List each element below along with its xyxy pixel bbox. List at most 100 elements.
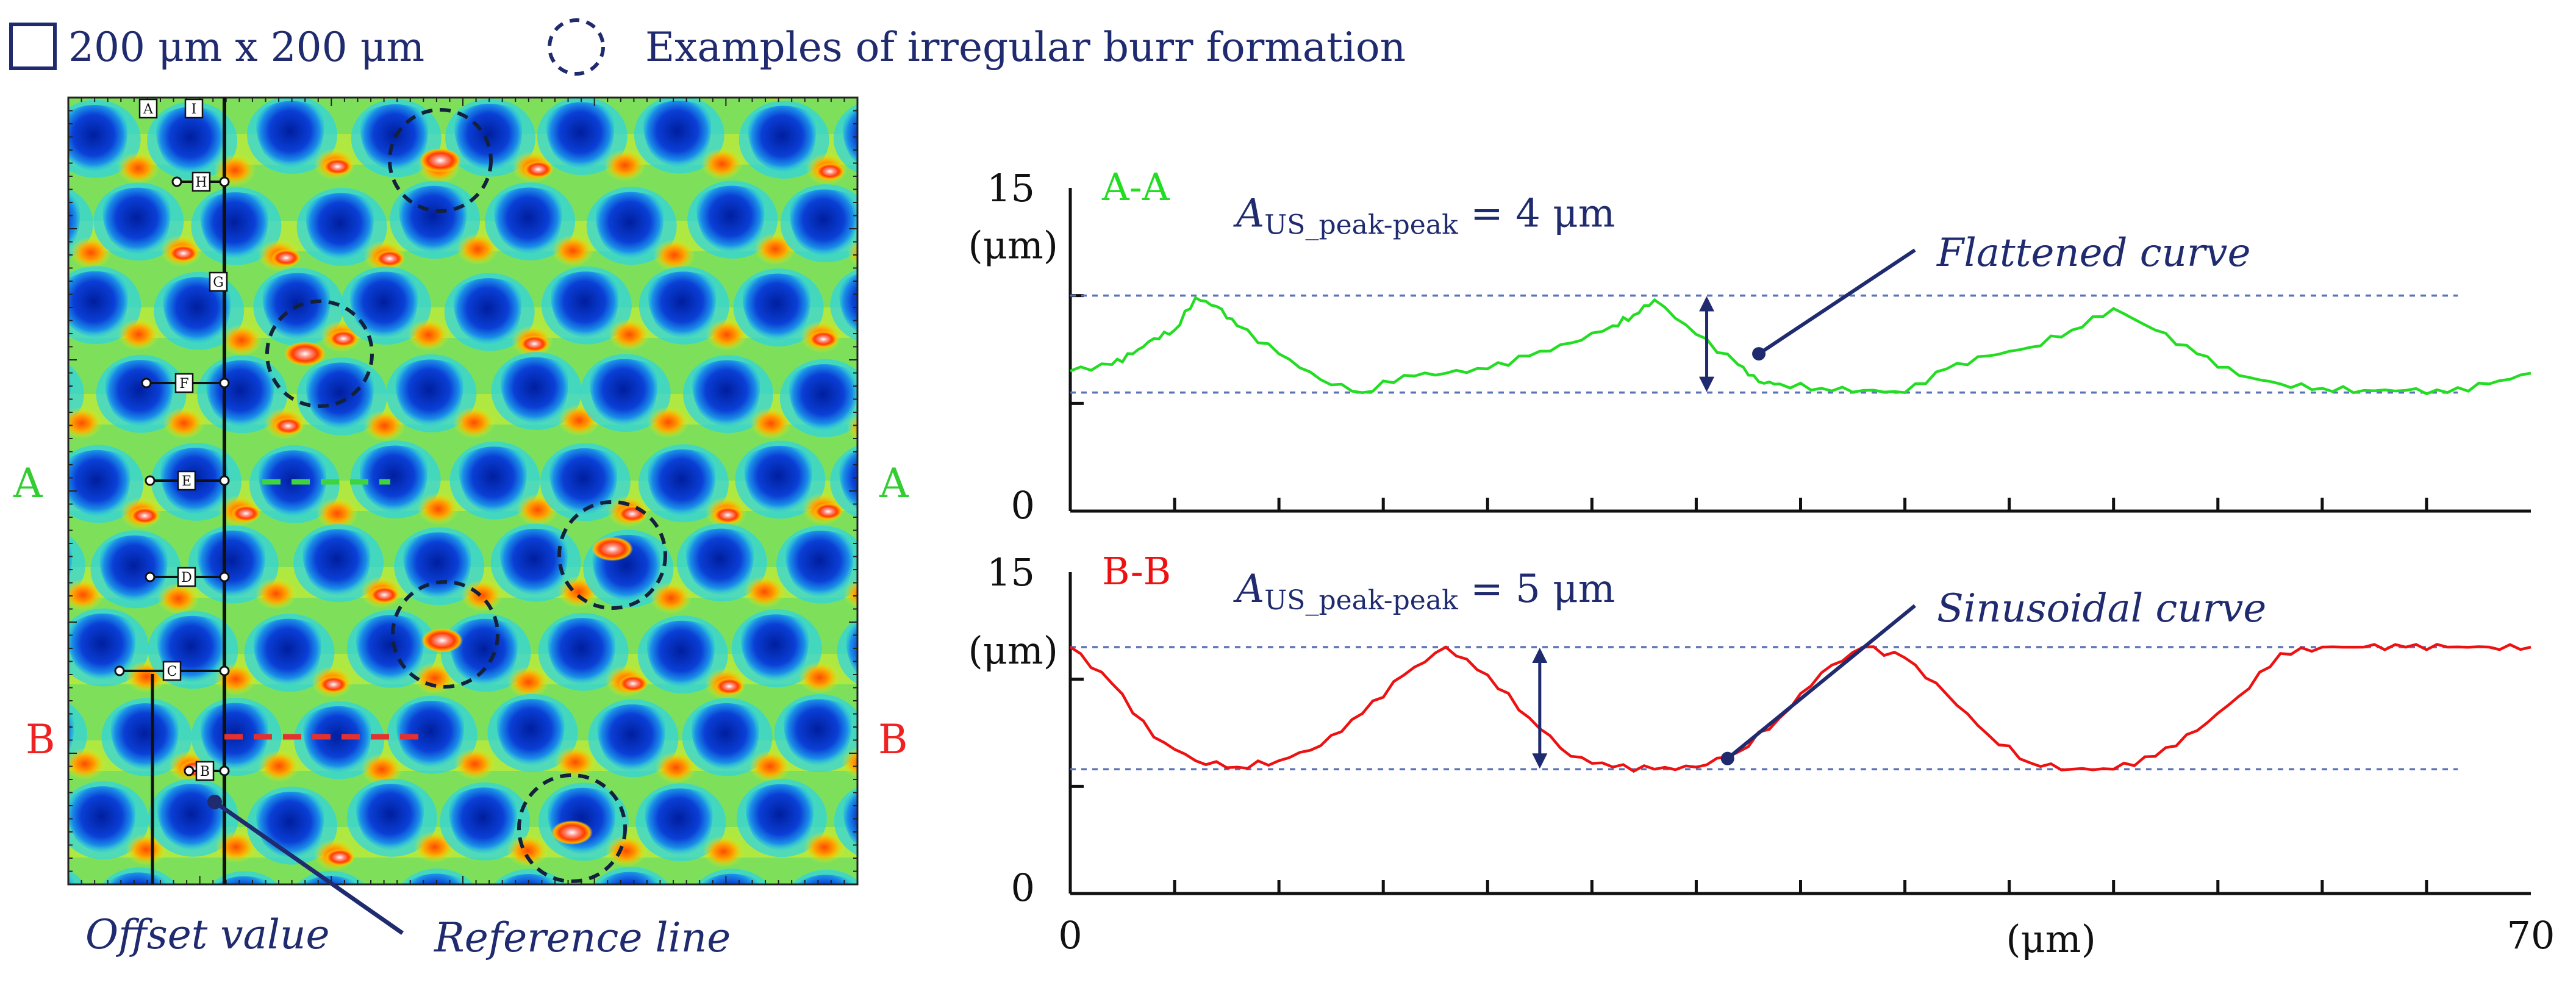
offset-marker-box [174,373,194,393]
map-burr-peak [369,74,398,91]
map-crater [349,271,418,339]
map-ridge [650,582,692,614]
amplitude-annotation: AUS_peak-peak = 5 μm [1233,567,1615,616]
map-ridge [653,239,695,271]
map-ridge [846,414,857,442]
map-burr-peak [714,678,744,695]
map-burr-peak [520,335,549,353]
map-burr-peak [130,507,160,525]
map-burr-peak [617,505,647,523]
offset-marker-box [209,271,228,292]
map-crater [597,704,665,772]
map-crater [696,185,765,253]
map-annotations: Offset value Reference line [85,795,731,961]
map-crater [748,106,816,173]
map-crater [839,273,857,332]
map-ridge [407,319,449,351]
map-cell-halo [488,11,579,89]
offset-marker-end [219,475,230,486]
square-legend-label: 200 μm x 200 μm [68,24,424,71]
map-crater [399,185,467,253]
map-crater [396,701,464,768]
y-tick-label-max: 15 [987,550,1035,595]
offset-value-label: Offset value [85,911,330,958]
map-ridge [21,149,62,181]
map-ridge [68,748,106,780]
x-tick-label-max: 70 [2507,913,2555,958]
map-ridge [417,493,459,525]
map-irregular-burr [421,628,463,653]
map-ridge [706,318,748,351]
map-crater [302,529,371,596]
map-crater [306,193,374,260]
map-crater [795,875,857,884]
map-ridge [843,579,857,609]
map-crater [596,872,662,884]
burr-circle [517,773,627,883]
y-tick-label-min: 0 [1011,865,1035,910]
map-crater [785,530,854,598]
map-crater [0,102,30,169]
map-cell-halo [883,184,973,262]
y-tick-label-max: 15 [987,166,1035,210]
map-ridge [457,233,499,265]
map-ridge [507,834,549,867]
map-crater [163,277,231,345]
map-crater [256,101,324,168]
map-ridge [118,318,160,351]
map-ridge [608,318,650,351]
map-crater [253,618,321,686]
map-ridge [163,407,205,439]
map-crater [403,532,471,600]
map-crater [68,367,71,404]
map-crater [496,873,560,884]
map-crater [494,187,562,255]
map-crater [99,535,168,603]
chart-aa: 15 0 (μm) A-A AUS_peak-peak = 4 μm Flattened … [968,165,2531,528]
curve-label-dot [1752,347,1766,361]
curve-label-leader [1758,248,1916,356]
map-crater [647,449,716,517]
legend: 200 μm x 200 μm Examples of irregular bu… [9,18,1406,76]
map-crater [459,446,527,514]
map-crater [300,876,360,884]
offset-marker-label: A [143,102,154,117]
map-cell-halo [875,522,965,600]
map-crater [68,874,76,884]
map-crater [883,870,951,937]
profile-series-line [1069,643,2531,773]
map-crater [783,699,852,767]
amplitude-annotation: AUS_peak-peak = 4 μm [1233,192,1615,241]
map-ridge [68,579,104,611]
map-ridge [160,66,202,98]
map-crater [742,273,810,341]
offset-marker-end [219,765,230,776]
offset-marker-end [114,665,125,676]
offset-marker-box [184,98,204,119]
label-a-left: A [13,460,43,507]
label-b-right: B [878,716,908,763]
map-crater [550,271,619,339]
map-irregular-burr [551,820,593,845]
map-ridge [361,753,403,786]
chart-bb: 15 0 (μm) B-B AUS_peak-peak = 5 μm Sinusoidal… [968,549,2555,961]
map-ridge [23,320,64,351]
map-crater [306,362,374,430]
curve-label-leader [1726,604,1916,760]
map-ridge [749,750,791,783]
x-axis-unit-label: (μm) [2006,917,2095,961]
chart-title: A-A [1101,165,1170,209]
offset-marker-box [177,470,196,491]
map-ridge [798,661,840,693]
offset-marker-label: D [181,570,192,586]
map-ridge [943,405,984,437]
map-crater [105,360,173,428]
map-crater [454,103,523,171]
map-burr-peak [271,249,301,267]
map-crater [547,618,615,686]
map-ridge [701,148,743,180]
reference-line-label: Reference line [434,914,731,961]
map-ridge [942,575,984,606]
map-crater [215,876,274,884]
map-crater [496,699,565,767]
